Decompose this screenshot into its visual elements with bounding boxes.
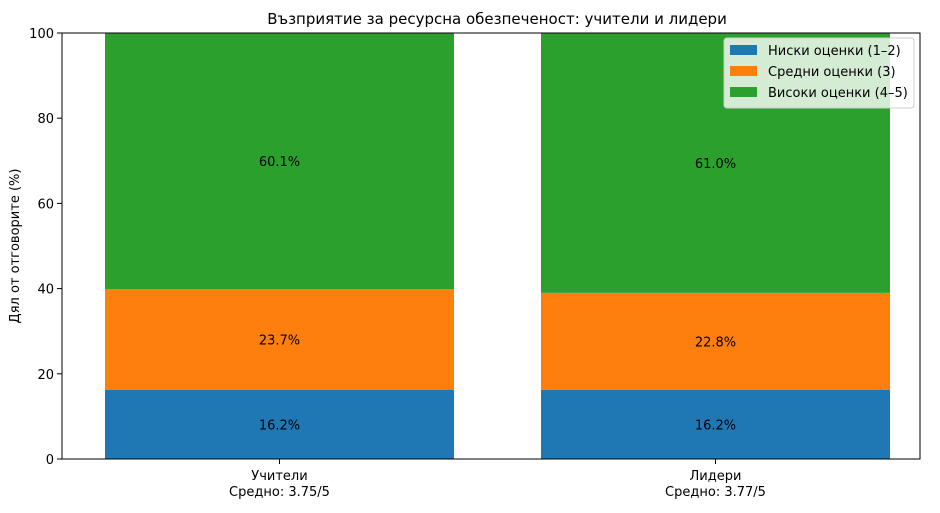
legend-label: Средни оценки (3) [768,65,896,80]
chart-title: Възприятие за ресурсна обезпеченост: учи… [267,10,727,28]
x-tick-sublabel: Средно: 3.75/5 [229,485,330,500]
legend-label: Високи оценки (4–5) [768,86,908,101]
bar-segment-2-category-2 [541,292,890,390]
y-tick-label: 80 [37,112,54,127]
y-tick-label: 60 [37,197,54,212]
data-label: 61.0% [695,157,736,172]
y-tick-label: 20 [37,368,54,383]
data-label: 16.2% [259,418,300,433]
legend-swatch [730,66,757,76]
legend-swatch [730,87,757,97]
bar-segment-1-category-1 [105,389,454,459]
y-tick-label: 0 [46,453,54,468]
bar-segment-1-category-2 [541,389,890,459]
data-label: 22.8% [695,335,736,350]
bar-segment-3-category-1 [105,33,454,290]
legend-box [723,37,915,109]
y-tick-label: 40 [37,283,54,298]
legend-swatch [730,45,757,55]
legend-label: Ниски оценки (1–2) [768,44,901,59]
legend: Ниски оценки (1–2) Средни оценки (3) Висок… [723,37,915,109]
data-label: 23.7% [259,334,300,349]
y-tick-label: 100 [29,27,54,42]
plot-area: 16.2% 23.7% 60.1% 16.2% 22.8% 61.0% 0 20 40 60 80 1… [29,27,921,500]
data-label: 60.1% [259,155,300,170]
data-label: 16.2% [695,418,736,433]
x-tick-label: Учители [251,469,307,484]
x-tick-label: Лидери [690,469,742,484]
y-axis-label: Дял от отговорите (%) [8,169,23,324]
x-tick-sublabel: Средно: 3.77/5 [665,485,766,500]
bar-segment-2-category-1 [105,289,454,390]
plot-frame [61,32,921,460]
